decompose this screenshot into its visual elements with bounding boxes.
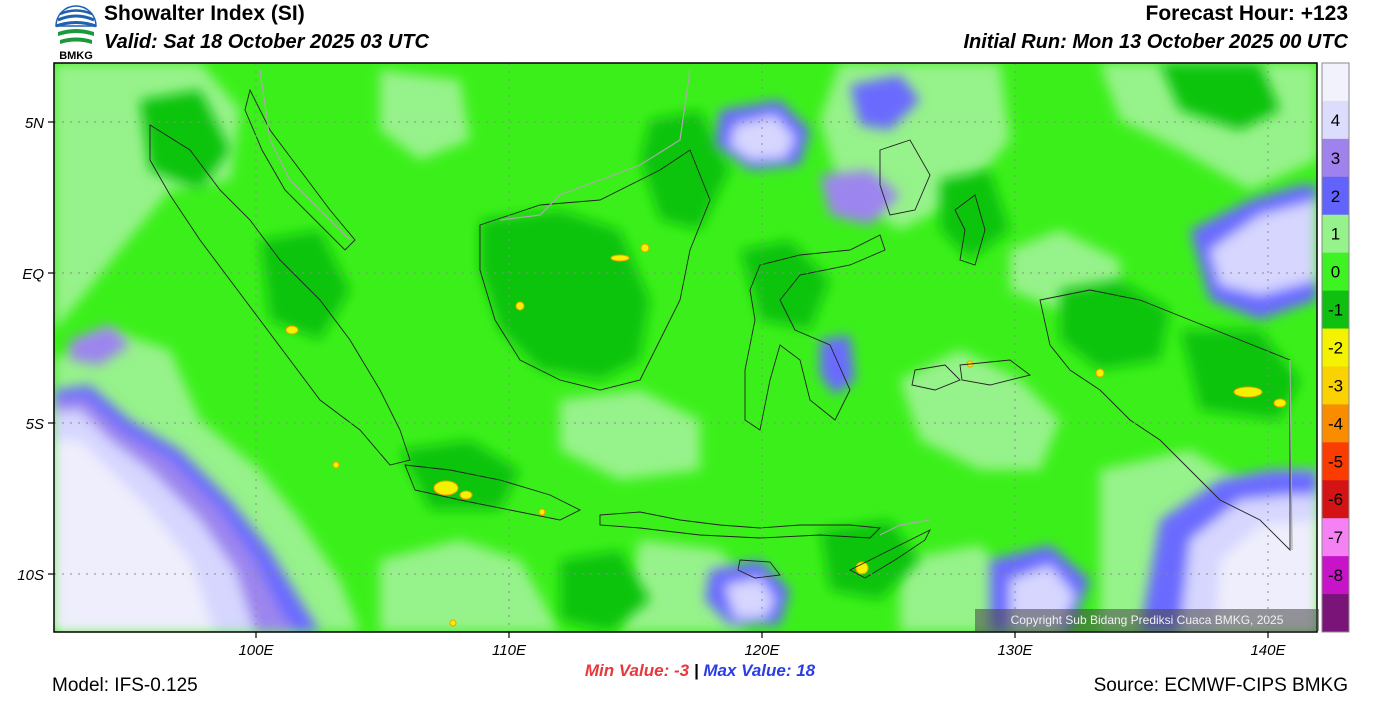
colorbar-swatch <box>1322 594 1349 633</box>
colorbar-label: -8 <box>1328 566 1343 585</box>
colorbar-swatch <box>1322 556 1349 595</box>
colorbar-swatch <box>1322 328 1349 367</box>
lat-label-eq: EQ <box>22 266 44 283</box>
lon-label-130e: 130E <box>997 642 1033 659</box>
forecast-hour: Forecast Hour: +123 <box>1145 2 1349 25</box>
colorbar-swatch <box>1322 138 1349 178</box>
min-max-separator: | <box>693 661 699 680</box>
colorbar-swatch <box>1322 100 1349 140</box>
bmkg-logo-text: BMKG <box>59 50 93 60</box>
colorbar-swatch <box>1322 63 1349 102</box>
colorbar-swatch <box>1322 290 1349 330</box>
lat-label-5s: 5S <box>26 416 44 433</box>
map-title: Showalter Index (SI) <box>104 2 305 25</box>
lon-label-120e: 120E <box>744 642 780 659</box>
colorbar-frame <box>1321 62 1350 633</box>
colorbar-swatch <box>1322 442 1349 481</box>
coastlines <box>149 88 1291 579</box>
colorbar: 4 3 2 1 0 -1 -2 -3 -4 -5 -6 -7 -8 <box>1321 62 1350 633</box>
lon-label-110e: 110E <box>492 642 527 659</box>
source-label: Source: ECMWF-CIPS BMKG <box>1093 675 1348 696</box>
lon-label-140e: 140E <box>1250 642 1286 659</box>
colorbar-swatch <box>1322 518 1349 557</box>
bmkg-emblem-icon <box>55 5 97 44</box>
colorbar-label: 2 <box>1331 187 1340 206</box>
colorbar-label: -7 <box>1328 528 1343 547</box>
colorbar-swatch <box>1322 176 1349 216</box>
initial-run: Initial Run: Mon 13 October 2025 00 UTC <box>963 31 1348 53</box>
lat-label-5n: 5N <box>25 115 44 132</box>
colorbar-label: -5 <box>1328 452 1343 471</box>
colorbar-label: -3 <box>1328 376 1343 395</box>
colorbar-label: 1 <box>1331 225 1340 244</box>
colorbar-swatch <box>1322 252 1349 292</box>
colorbar-label: 0 <box>1331 263 1340 282</box>
colorbar-swatch <box>1322 214 1349 254</box>
colorbar-label: -2 <box>1328 339 1343 358</box>
longitude-labels: 100E 110E 120E 130E 140E <box>238 642 1286 659</box>
colorbar-label: 4 <box>1331 111 1340 130</box>
max-value: Max Value: 18 <box>703 661 816 680</box>
bmkg-logo: BMKG <box>55 5 97 60</box>
valid-time: Valid: Sat 18 October 2025 03 UTC <box>104 31 429 53</box>
colorbar-swatch <box>1322 480 1349 519</box>
si-field <box>54 63 1317 632</box>
min-max-values: Min Value: -3 | Max Value: 18 <box>0 661 1400 681</box>
model-label: Model: IFS-0.125 <box>52 675 198 696</box>
colorbar-swatch <box>1322 404 1349 443</box>
lat-label-10s: 10S <box>17 567 44 584</box>
colorbar-label: -1 <box>1328 301 1343 320</box>
copyright-notice: Copyright Sub Bidang Prediksi Cuaca BMKG… <box>975 609 1319 631</box>
lon-label-100e: 100E <box>238 642 274 659</box>
colorbar-label: -6 <box>1328 490 1343 509</box>
min-value: Min Value: -3 <box>584 661 690 680</box>
colorbar-swatch <box>1322 366 1349 405</box>
latitude-labels: 5N EQ 5S 10S <box>17 115 44 584</box>
colorbar-label: -4 <box>1328 414 1343 433</box>
colorbar-label: 3 <box>1331 149 1340 168</box>
